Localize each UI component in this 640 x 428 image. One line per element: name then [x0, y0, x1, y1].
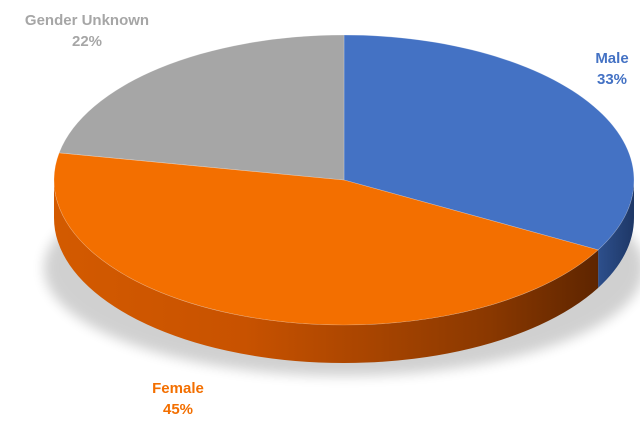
pie-slices: [53, 34, 635, 326]
pie-slice-gender-unknown: [58, 34, 345, 181]
pie-label-gender-unknown-percent: 22%: [72, 33, 102, 50]
pie-label-male-category: Male: [595, 50, 628, 67]
pie-label-male-percent: 33%: [597, 71, 627, 88]
pie-labels: Male 33% Female 45% Gender Unknown 22%: [25, 12, 629, 418]
pie-label-female-percent: 45%: [163, 401, 193, 418]
pie-label-gender-unknown-category: Gender Unknown: [25, 12, 149, 29]
pie-slice-female: [53, 152, 599, 326]
pie-slice-male: [343, 34, 635, 251]
pie-label-female-category: Female: [152, 380, 204, 397]
pie-sides: [54, 180, 634, 364]
pie-side-male: [598, 180, 634, 288]
pie-side-female: [54, 180, 599, 364]
